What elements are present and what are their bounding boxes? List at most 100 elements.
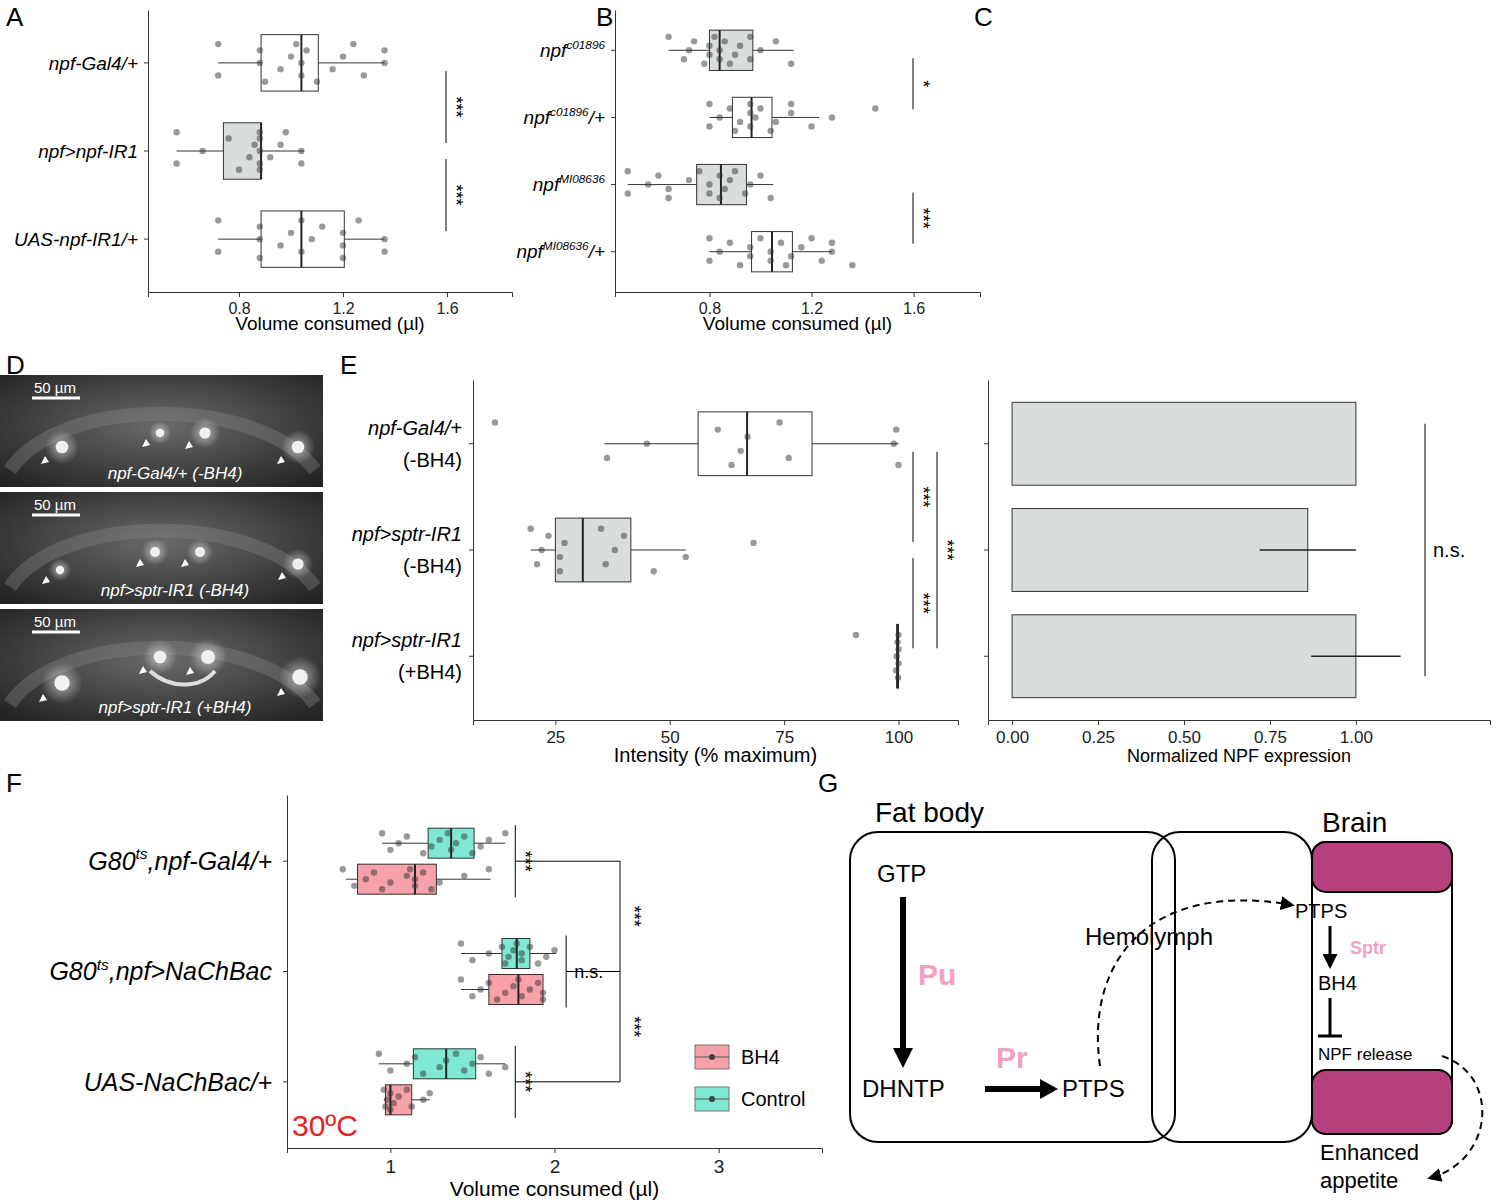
legend-label: BH4 [741,1046,780,1068]
point [788,253,794,259]
point [621,533,627,539]
inhibition [1329,998,1332,1036]
arrow-shaft [900,897,906,1050]
point [808,235,814,241]
point [257,223,263,229]
point [715,426,721,432]
point [602,561,608,567]
micrograph: 50 µmnpf-Gal4/+ (-BH4) [0,375,323,487]
image-background [0,492,323,604]
point [350,41,356,47]
point [895,674,901,680]
cell [201,650,215,664]
inhibition-bar [1318,1035,1342,1038]
point [298,60,304,66]
point [384,1097,390,1103]
diagram-label: GTP [877,860,926,887]
plot-area [173,35,387,268]
arrowhead [277,456,285,464]
point [469,993,475,999]
x-axis-line [989,721,1491,726]
point [788,61,794,67]
point [872,105,878,111]
cell [150,547,160,557]
point [895,632,901,638]
category-label-part: /+ [587,241,605,262]
category-label-sup: c01896 [550,105,589,118]
category-label-part: npf [516,241,544,262]
point [686,177,692,183]
tick-label: 3 [714,1156,725,1177]
scale-bar-label: 50 µm [34,613,76,630]
category-label: G80ts,npf-Gal4/+ [88,845,272,875]
diagram-label: Fat body [875,797,984,828]
point [551,947,557,953]
point [773,119,779,125]
legend-key [695,1087,729,1111]
point [665,34,671,40]
point [428,886,434,892]
point [404,1087,410,1093]
point [257,148,263,154]
category-label: npfc01896 [540,38,605,61]
point [757,47,763,53]
point [298,148,304,154]
median [445,1049,447,1079]
micrograph: 50 µmnpf>sptr-IR1 (-BH4) [0,492,323,604]
point [545,533,551,539]
legend-label: Control [741,1088,805,1110]
point [893,653,899,659]
point [236,167,242,173]
whisker [792,251,832,252]
y-axis [283,796,288,1149]
tick-mark [469,656,473,657]
y-axis [469,381,474,721]
point [829,240,835,246]
point [387,1090,393,1096]
cell-glow [283,549,313,579]
category-label-sup: MI08636 [559,172,605,185]
point [420,1097,426,1103]
point [173,160,179,166]
point [363,876,369,882]
point [257,60,263,66]
significance-bracket [515,861,620,971]
point [469,1061,475,1067]
point [257,236,263,242]
point [257,135,263,141]
point [534,561,540,567]
point [651,568,657,574]
x-axis-tick: 0.25 [1082,720,1115,747]
point [752,114,758,120]
point [655,172,661,178]
point [267,154,273,160]
tick-mark [984,443,988,444]
point [371,869,377,875]
category-label-part: (-BH4) [403,449,462,471]
point [645,181,651,187]
point [288,53,294,59]
box [358,864,437,894]
point [895,660,901,666]
legend: BH4 Control [695,1045,805,1111]
point [732,128,738,134]
point [477,843,483,849]
point [277,142,283,148]
point [543,954,549,960]
point [728,462,734,468]
diagram-label: Pr [996,1041,1028,1074]
point [412,876,418,882]
point [492,419,498,425]
point [727,105,733,111]
whisker [709,251,751,252]
x-axis-title: Volume consumed (µl) [703,313,892,334]
point [783,262,789,268]
point [257,47,263,53]
significance-label: *** [624,906,644,927]
point [644,441,650,447]
tick-mark [611,117,615,118]
point [436,1064,442,1070]
category-label-sup: ts [136,845,148,862]
point [340,242,346,248]
whisker [382,843,428,844]
